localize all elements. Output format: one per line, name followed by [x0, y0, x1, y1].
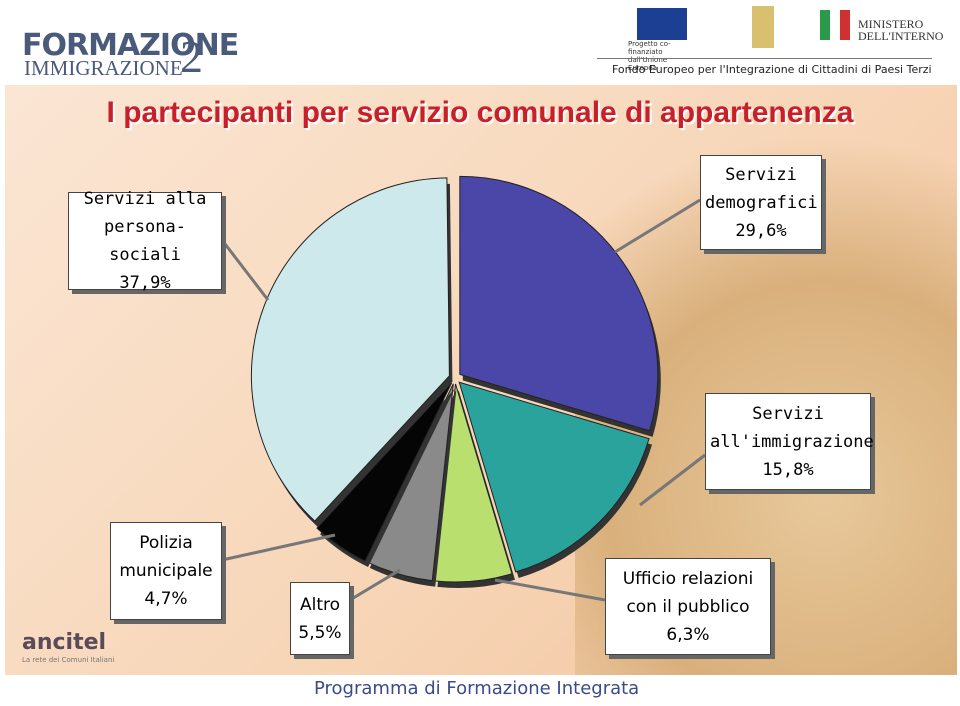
leader-line — [614, 198, 701, 254]
pie-slice — [458, 381, 650, 573]
slice-label: Polizia municipale 4,7% — [110, 522, 222, 620]
leader-line — [349, 568, 401, 602]
category-label: Servizi alla persona-sociali — [83, 189, 207, 265]
leader-line — [494, 578, 606, 602]
flag — [820, 10, 850, 40]
footer-text: Programma di Formazione Integrata — [314, 678, 640, 699]
fund-text: Fondo Europeo per l'Integrazione di Citt… — [612, 63, 932, 76]
value-label: 5,5% — [298, 622, 342, 643]
slice-label: Altro 5,5% — [290, 582, 350, 655]
category-label: Servizi demografici — [705, 164, 818, 213]
brand-tagline: La rete dei Comuni Italiani — [22, 656, 115, 664]
ministry: MINISTERO DELL'INTERNO — [858, 18, 943, 42]
category-label: Ufficio relazioni con il pubblico — [622, 568, 754, 617]
slice-label: Ufficio relazioni con il pubblico 6,3% — [605, 558, 771, 655]
pie-slice — [250, 177, 450, 522]
pie-slice — [316, 382, 453, 562]
category-label: Polizia municipale — [119, 533, 213, 581]
ministry-line: DELL'INTERNO — [858, 29, 944, 43]
logo-text: IMMIGRAZIONE — [24, 56, 183, 80]
eu-note: Progetto co-finanziato dall'Unione Europ… — [628, 40, 671, 72]
slice-label: Servizi all'immigrazione 15,8% — [705, 393, 874, 490]
value-label: 15,8% — [762, 459, 814, 480]
logo-number: 2 — [180, 31, 203, 82]
chart-title: I partecipanti per servizio comunale di … — [106, 96, 854, 129]
value-label: 37,9% — [119, 273, 171, 293]
slice-label: Servizi demografici 29,6% — [700, 155, 822, 250]
slice-label: Servizi alla persona-sociali 37,9% — [68, 189, 222, 293]
category-label: Altro — [299, 594, 341, 615]
leader-line — [639, 453, 706, 507]
leader-line — [220, 239, 270, 301]
leader-line — [221, 533, 336, 562]
pie-slice — [459, 175, 659, 432]
value-label: 6,3% — [666, 624, 710, 645]
emblem — [752, 6, 774, 48]
value-label: 29,6% — [735, 220, 787, 241]
brand-name: ancitel — [22, 630, 107, 655]
logo-text: FORMAZIONE — [22, 28, 239, 63]
value-label: 4,7% — [144, 589, 188, 609]
eu-flag — [637, 8, 687, 40]
ministry-line: MINISTERO — [858, 17, 924, 31]
category-label: Servizi all'immigrazione — [710, 403, 874, 452]
